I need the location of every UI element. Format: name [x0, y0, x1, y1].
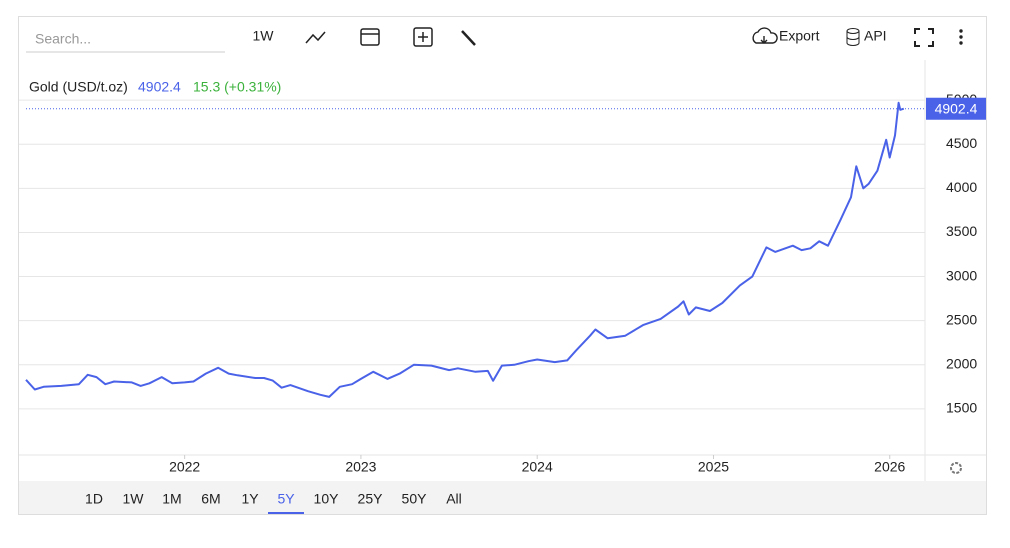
x-tick-label: 2025	[698, 459, 729, 475]
menu-icon[interactable]	[959, 29, 963, 45]
calendar-icon[interactable]	[360, 28, 380, 46]
tools-icon[interactable]	[461, 30, 476, 46]
api-icon[interactable]	[846, 28, 860, 46]
x-tick-label: 2024	[522, 459, 553, 475]
y-tick-label: 1500	[946, 400, 977, 416]
y-tick-label: 3500	[946, 223, 977, 239]
y-tick-label: 2500	[946, 311, 977, 327]
x-tick-label: 2022	[169, 459, 200, 475]
range-button[interactable]: 1Y	[241, 491, 259, 507]
range-button[interactable]: 10Y	[314, 491, 340, 507]
range-button[interactable]: 1M	[162, 491, 181, 507]
y-tick-label: 4500	[946, 135, 977, 151]
legend-title: Gold (USD/t.oz)	[29, 79, 128, 95]
y-tick-label: 3000	[946, 267, 977, 283]
settings-icon[interactable]	[950, 462, 962, 474]
range-button[interactable]: 5Y	[277, 491, 295, 507]
last-price-box	[926, 97, 986, 120]
last-price-label: 4902.4	[935, 100, 978, 116]
frame	[18, 16, 987, 515]
range-bar	[19, 481, 986, 514]
legend-value: 4902.4	[138, 79, 181, 95]
range-button[interactable]: 1W	[123, 491, 145, 507]
export-icon[interactable]	[752, 27, 778, 44]
chart-type-icon[interactable]	[305, 31, 326, 44]
range-button[interactable]: 25Y	[358, 491, 384, 507]
add-icon[interactable]	[413, 27, 433, 47]
y-tick-label: 4000	[946, 179, 977, 195]
export-button[interactable]: Export	[779, 28, 820, 44]
y-tick-label: 2000	[946, 355, 977, 371]
api-button[interactable]: API	[864, 28, 887, 44]
range-button[interactable]: 50Y	[402, 491, 428, 507]
range-button[interactable]: 6M	[201, 491, 220, 507]
range-button[interactable]: 1D	[85, 491, 103, 507]
legend-change: 15.3 (+0.31%)	[193, 79, 281, 95]
x-tick-label: 2023	[345, 459, 376, 475]
price-line	[25, 101, 905, 398]
interval-button[interactable]: 1W	[253, 28, 275, 44]
range-button[interactable]: All	[446, 491, 462, 507]
x-tick-label: 2026	[874, 459, 905, 475]
fullscreen-icon[interactable]	[914, 28, 934, 47]
search-input[interactable]: Search...	[35, 31, 91, 47]
